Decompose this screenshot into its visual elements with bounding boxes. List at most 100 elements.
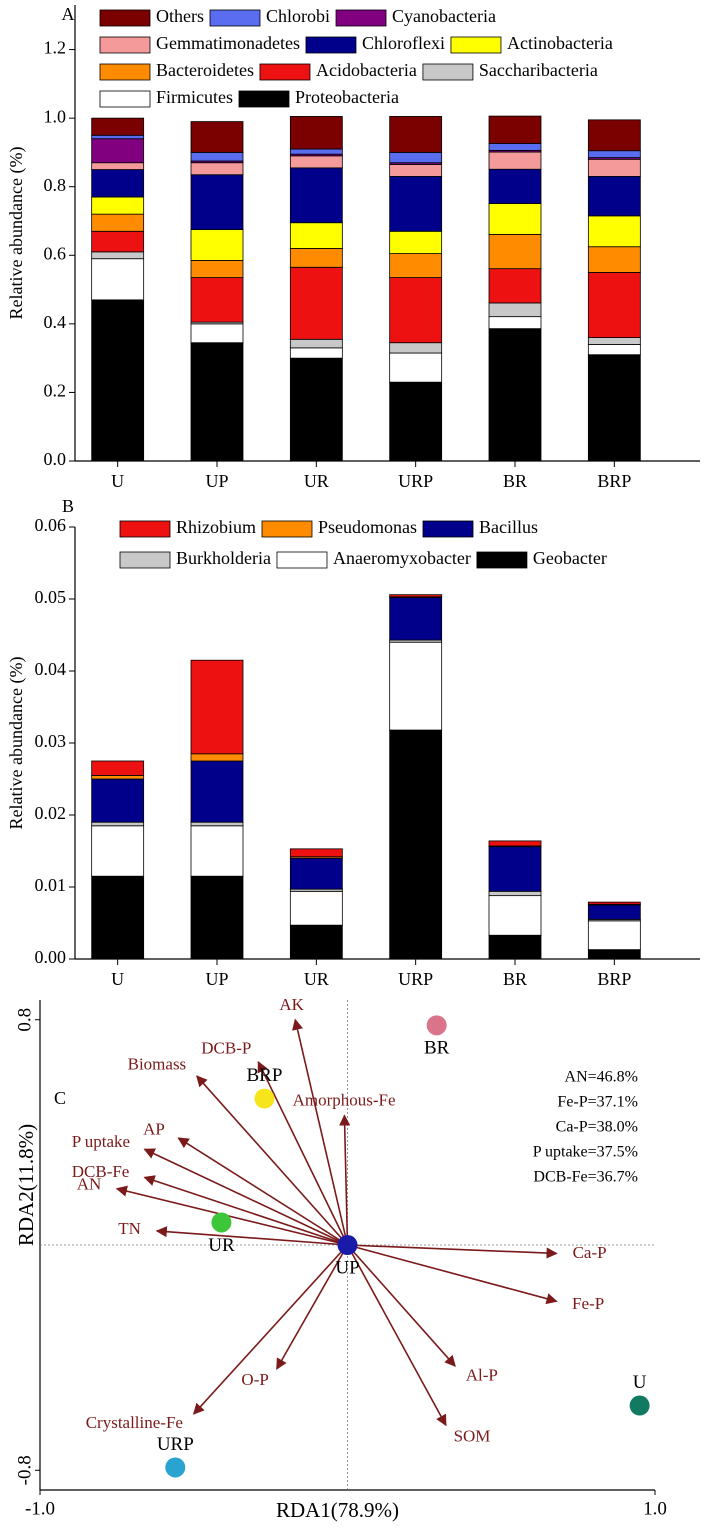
y-tick-label: 0.05 bbox=[35, 587, 67, 607]
bar-segment bbox=[488, 302, 542, 318]
bar-segment bbox=[91, 258, 145, 301]
legend-label: Cyanobacteria bbox=[392, 6, 496, 26]
bar-segment bbox=[190, 162, 244, 176]
legend-label: Chloroflexi bbox=[362, 33, 445, 53]
bar-segment bbox=[488, 233, 542, 270]
legend-swatch bbox=[259, 63, 311, 81]
sample-label: UP bbox=[335, 1257, 359, 1278]
y-tick-label: 0.03 bbox=[35, 731, 67, 751]
vector-arrow bbox=[192, 1244, 349, 1415]
vector-label: DCB-Fe bbox=[72, 1162, 130, 1181]
x-tick-label: UP bbox=[205, 471, 228, 491]
legend-swatch bbox=[119, 520, 171, 538]
x-tick-label: 1.0 bbox=[643, 1498, 667, 1519]
vector-arrow bbox=[292, 1018, 349, 1246]
y-tick-label: 0.04 bbox=[35, 659, 67, 679]
bar-segment bbox=[389, 594, 443, 598]
panel-label: B bbox=[62, 496, 74, 516]
legend-swatch bbox=[119, 551, 171, 569]
bar-segment bbox=[190, 152, 244, 162]
vector-label: Fe-P bbox=[572, 1294, 604, 1313]
bar-segment bbox=[91, 825, 145, 877]
vector-arrow bbox=[346, 1244, 447, 1427]
y-tick-label: 0.8 bbox=[44, 175, 67, 195]
bar-segment bbox=[389, 164, 443, 177]
sample-point bbox=[629, 1395, 650, 1416]
x-tick-label: BRP bbox=[597, 471, 631, 491]
legend-swatch bbox=[99, 90, 151, 108]
y-tick-label: 0.00 bbox=[35, 947, 67, 967]
legend-label: Burkholderia bbox=[176, 548, 271, 568]
legend-label: Anaeromyxobacter bbox=[333, 548, 471, 568]
bar-segment bbox=[190, 121, 244, 153]
y-tick-label: 0.4 bbox=[44, 312, 67, 332]
vector-label: AN bbox=[77, 1174, 102, 1193]
vector-arrow bbox=[177, 1137, 348, 1246]
bar-segment bbox=[587, 949, 641, 960]
bar-segment bbox=[190, 342, 244, 462]
legend-label: Actinobacteria bbox=[507, 33, 613, 53]
bar-segment bbox=[190, 825, 244, 877]
legend-swatch bbox=[476, 551, 528, 569]
y-tick-label: 1.2 bbox=[44, 38, 67, 58]
stacked-bar-chart: B Relative abundance (%) U UP UR URP BR BRP 0.00… bbox=[6, 496, 700, 989]
legend-swatch bbox=[450, 36, 502, 54]
bar-segment bbox=[587, 150, 641, 158]
bar-segment bbox=[190, 821, 244, 827]
x-tick-label: BR bbox=[503, 969, 527, 989]
bar-segment bbox=[190, 753, 244, 762]
bar-segment bbox=[488, 168, 542, 204]
y-tick-label: 1.0 bbox=[44, 106, 67, 126]
vector-arrow bbox=[347, 1244, 558, 1305]
annotation: Ca-P=38.0% bbox=[556, 1119, 638, 1136]
bar-segment bbox=[389, 641, 443, 731]
panel-label: A bbox=[62, 4, 75, 24]
y-axis-label: Relative abundance (%) bbox=[6, 147, 27, 320]
bar-segment bbox=[389, 152, 443, 164]
sample-point bbox=[337, 1235, 358, 1255]
bar-segment bbox=[289, 890, 343, 926]
bar-segment bbox=[190, 323, 244, 344]
bar-segment bbox=[587, 904, 641, 920]
bar-segment bbox=[289, 338, 343, 349]
bar-segment bbox=[488, 840, 542, 847]
annotation: AN=46.8% bbox=[565, 1069, 638, 1086]
legend-swatch bbox=[99, 9, 151, 27]
vector-label: Biomass bbox=[128, 1054, 187, 1073]
bar-segment bbox=[91, 875, 145, 960]
bar-segment bbox=[587, 215, 641, 248]
bar-segment bbox=[91, 117, 145, 136]
vector-label: DCB-P bbox=[201, 1038, 251, 1057]
bar-segment bbox=[91, 775, 145, 780]
y-tick-label: 0.2 bbox=[44, 381, 67, 401]
legend-swatch bbox=[276, 551, 328, 569]
x-tick-label: U bbox=[111, 471, 124, 491]
sample-label: BR bbox=[424, 1038, 450, 1059]
y-tick-label: 0.0 bbox=[44, 449, 67, 469]
x-tick-label: BR bbox=[503, 471, 527, 491]
legend-label: Proteobacteria bbox=[295, 87, 399, 107]
bar-segment bbox=[389, 230, 443, 254]
bar-segment bbox=[91, 169, 145, 198]
bar-segment bbox=[190, 229, 244, 261]
bar-segment bbox=[389, 597, 443, 641]
bar-segment bbox=[488, 268, 542, 304]
bar-segment bbox=[389, 342, 443, 354]
bar-segment bbox=[587, 246, 641, 273]
legend-label: Saccharibacteria bbox=[479, 60, 598, 80]
sample-point bbox=[165, 1457, 186, 1478]
panel-label: C bbox=[54, 1088, 66, 1108]
sample-point bbox=[426, 1015, 447, 1036]
vector-label: SOM bbox=[454, 1426, 491, 1445]
vector-label: Amorphous-Fe bbox=[293, 1090, 396, 1109]
bar-segment bbox=[488, 316, 542, 330]
bar-segment bbox=[488, 328, 542, 462]
bar-segment bbox=[488, 203, 542, 235]
vector-label: Al-P bbox=[466, 1365, 498, 1384]
bar-segment bbox=[289, 357, 343, 462]
bar-segment bbox=[289, 857, 343, 890]
bar-segment bbox=[91, 299, 145, 462]
sample-label: BRP bbox=[247, 1065, 283, 1086]
bar-segment bbox=[389, 253, 443, 278]
bar-segment bbox=[488, 890, 542, 897]
